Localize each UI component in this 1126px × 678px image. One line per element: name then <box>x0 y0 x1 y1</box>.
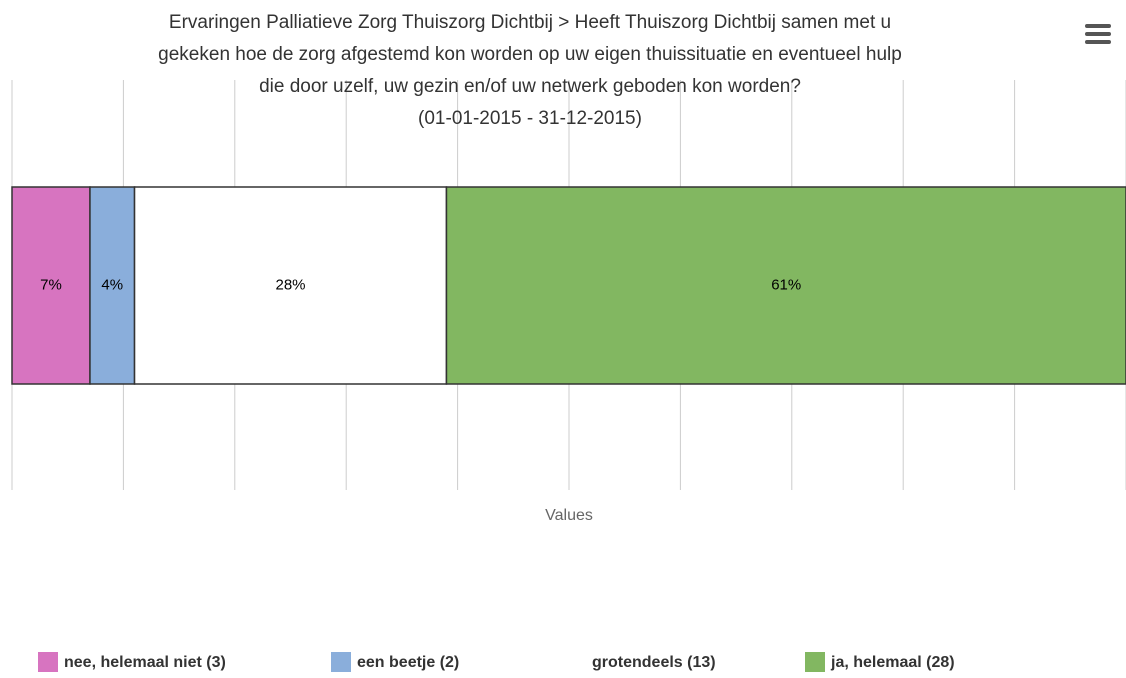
menu-bar <box>1085 32 1111 36</box>
data-label: 7% <box>40 276 62 293</box>
legend-label: een beetje (2) <box>357 654 459 671</box>
legend-swatch <box>566 652 586 672</box>
bar-segment <box>89 186 136 385</box>
legend-swatch <box>805 652 825 672</box>
legend-label: ja, helemaal (28) <box>830 654 955 671</box>
chart-title: die door uzelf, uw gezin en/of uw netwer… <box>259 76 801 97</box>
menu-bar <box>1085 40 1111 44</box>
menu-bar <box>1085 24 1111 28</box>
bar-segment <box>445 186 1126 385</box>
chart-title: Ervaringen Palliatieve Zorg Thuiszorg Di… <box>169 12 891 33</box>
chart-title: gekeken hoe de zorg afgestemd kon worden… <box>158 44 902 65</box>
data-label: 28% <box>275 276 305 293</box>
legend-swatch <box>38 652 58 672</box>
bar-segment <box>133 186 448 385</box>
x-axis-title: Values <box>545 507 593 524</box>
legend-swatch <box>331 652 351 672</box>
data-label: 4% <box>101 276 123 293</box>
chart-subtitle: (01-01-2015 - 31-12-2015) <box>418 108 642 129</box>
legend-label: grotendeels (13) <box>592 654 716 671</box>
menu-button[interactable] <box>1085 24 1111 44</box>
data-label: 61% <box>771 276 801 293</box>
legend-label: nee, helemaal niet (3) <box>64 654 226 671</box>
